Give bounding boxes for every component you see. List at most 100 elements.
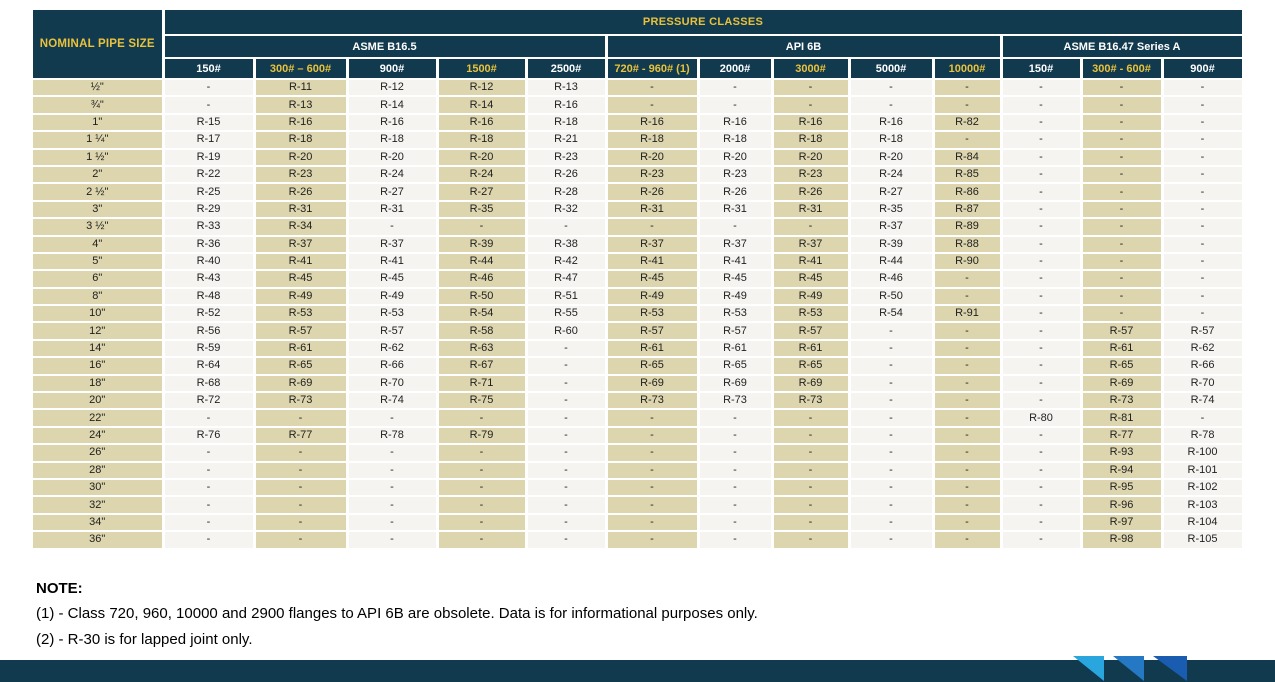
- ring-number-cell: -: [163, 409, 256, 428]
- ring-number-cell: -: [698, 409, 774, 428]
- ring-number-cell: -: [163, 96, 256, 115]
- ring-number-cell: -: [933, 357, 1003, 376]
- ring-number-cell: -: [437, 218, 528, 237]
- pipe-size-cell: 1 ¼": [33, 131, 165, 150]
- ring-number-cell: -: [347, 478, 439, 498]
- ring-number-cell: -: [849, 339, 935, 359]
- ring-number-cell: -: [526, 478, 608, 498]
- ring-number-cell: -: [772, 461, 851, 481]
- ring-number-cell: -: [933, 392, 1003, 411]
- ring-number-cell: -: [933, 287, 1003, 307]
- class-header: 3000#: [772, 58, 851, 80]
- ring-number-cell: R-14: [347, 96, 439, 115]
- table-row: 36" - - - - - - - - - - - R-98 R-105: [33, 531, 1245, 550]
- ring-number-cell: R-75: [437, 392, 528, 411]
- ring-number-cell: -: [1001, 305, 1083, 324]
- ring-number-cell: -: [526, 409, 608, 428]
- pressure-classes-header: PRESSURE CLASSES: [163, 10, 1245, 36]
- ring-number-cell: R-18: [849, 131, 935, 150]
- ring-number-cell: R-39: [437, 235, 528, 254]
- ring-number-cell: R-45: [254, 270, 349, 289]
- ring-number-cell: -: [254, 444, 349, 463]
- ring-number-cell: -: [849, 322, 935, 341]
- ring-number-cell: R-16: [347, 113, 439, 133]
- ring-number-cell: R-24: [347, 165, 439, 185]
- ring-number-cell: R-24: [437, 165, 528, 185]
- ring-number-cell: R-58: [437, 322, 528, 341]
- ring-number-cell: R-57: [698, 322, 774, 341]
- ring-number-cell: R-33: [163, 218, 256, 237]
- pipe-size-cell: 8": [33, 287, 165, 307]
- ring-number-cell: R-26: [698, 183, 774, 202]
- ring-number-cell: -: [698, 96, 774, 115]
- ring-number-cell: R-16: [849, 113, 935, 133]
- ring-number-cell: R-37: [606, 235, 700, 254]
- ring-number-cell: -: [1001, 513, 1083, 533]
- ring-number-cell: R-59: [163, 339, 256, 359]
- pipe-size-cell: 6": [33, 270, 165, 289]
- ring-number-cell: R-53: [698, 305, 774, 324]
- ring-number-cell: -: [1001, 113, 1083, 133]
- ring-number-cell: -: [933, 461, 1003, 481]
- pipe-size-cell: 1": [33, 113, 165, 133]
- ring-number-cell: -: [933, 444, 1003, 463]
- ring-number-cell: R-20: [698, 148, 774, 167]
- ring-number-cell: -: [606, 218, 700, 237]
- ring-number-cell: R-65: [772, 357, 851, 376]
- ring-number-cell: R-54: [849, 305, 935, 324]
- table-row: 14" R-59 R-61 R-62 R-63- R-61 R-61 R-61- - - R-61 R…: [33, 339, 1245, 359]
- ring-number-cell: R-72: [163, 392, 256, 411]
- ring-number-cell: R-45: [772, 270, 851, 289]
- ring-number-cell: -: [163, 496, 256, 515]
- ring-number-cell: R-13: [254, 96, 349, 115]
- ring-number-cell: R-15: [163, 113, 256, 133]
- ring-number-cell: R-102: [1162, 478, 1245, 498]
- ring-number-cell: -: [933, 409, 1003, 428]
- group-header: ASME B16.47 Series A: [1001, 35, 1245, 59]
- class-header: 720# - 960# (1): [606, 58, 700, 80]
- ring-number-cell: -: [1162, 79, 1245, 98]
- pipe-size-cell: 36": [33, 531, 165, 550]
- ring-number-cell: -: [1001, 252, 1083, 272]
- ring-number-cell: -: [849, 426, 935, 446]
- table-row: 3 ½" R-33 R-34- - - - - - R-37 R-89- - -: [33, 218, 1245, 237]
- ring-number-cell: R-23: [606, 165, 700, 185]
- ring-number-cell: -: [1162, 287, 1245, 307]
- ring-number-cell: R-26: [526, 165, 608, 185]
- ring-number-cell: R-41: [347, 252, 439, 272]
- ring-number-cell: R-93: [1081, 444, 1164, 463]
- ring-number-cell: R-32: [526, 200, 608, 220]
- ring-number-cell: -: [772, 218, 851, 237]
- ring-number-cell: -: [1162, 148, 1245, 167]
- ring-number-cell: R-57: [606, 322, 700, 341]
- ring-number-cell: R-28: [526, 183, 608, 202]
- ring-number-cell: R-18: [698, 131, 774, 150]
- ring-number-cell: R-61: [1081, 339, 1164, 359]
- ring-number-cell: R-18: [606, 131, 700, 150]
- ring-number-cell: -: [606, 531, 700, 550]
- ring-number-cell: -: [849, 461, 935, 481]
- ring-number-cell: -: [347, 218, 439, 237]
- table-row: 34" - - - - - - - - - - - R-97 R-104: [33, 513, 1245, 533]
- ring-number-cell: -: [1081, 200, 1164, 220]
- ring-number-cell: -: [347, 461, 439, 481]
- ring-number-cell: R-74: [1162, 392, 1245, 411]
- ring-number-cell: R-22: [163, 165, 256, 185]
- ring-number-cell: -: [933, 496, 1003, 515]
- ring-number-cell: R-86: [933, 183, 1003, 202]
- ring-number-cell: -: [347, 409, 439, 428]
- ring-number-cell: R-34: [254, 218, 349, 237]
- ring-number-cell: R-49: [698, 287, 774, 307]
- footer-bar: [0, 660, 1275, 682]
- ring-number-cell: R-95: [1081, 478, 1164, 498]
- ring-number-cell: R-85: [933, 165, 1003, 185]
- ring-number-cell: R-61: [698, 339, 774, 359]
- ring-number-cell: R-44: [437, 252, 528, 272]
- ring-number-cell: -: [1001, 357, 1083, 376]
- ring-number-cell: -: [1001, 531, 1083, 550]
- ring-number-cell: R-82: [933, 113, 1003, 133]
- ring-number-cell: R-97: [1081, 513, 1164, 533]
- ring-number-cell: R-12: [437, 79, 528, 98]
- ring-number-cell: -: [347, 513, 439, 533]
- ring-number-cell: R-43: [163, 270, 256, 289]
